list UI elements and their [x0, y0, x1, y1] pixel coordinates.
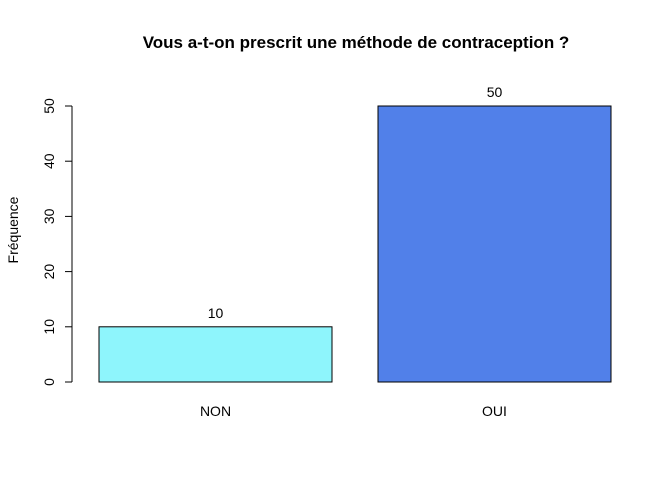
chart-title: Vous a-t-on prescrit une méthode de cont… [143, 33, 570, 52]
x-tick-label-non: NON [200, 403, 231, 419]
x-tick-label-oui: OUI [482, 403, 507, 419]
data-labels-layer: 10 50 [208, 84, 503, 321]
y-tick-label-40: 40 [41, 153, 57, 169]
bar-oui [377, 105, 612, 383]
bar-non [98, 326, 333, 383]
y-tick-label-30: 30 [41, 208, 57, 224]
x-axis: NON OUI [200, 403, 507, 419]
data-label-oui: 50 [487, 84, 503, 100]
y-axis: 0 10 20 30 40 50 [41, 98, 73, 386]
y-axis-label: Fréquence [5, 196, 21, 263]
data-label-non: 10 [208, 305, 224, 321]
y-tick-label-10: 10 [41, 319, 57, 335]
y-tick-label-50: 50 [41, 98, 57, 114]
bars-layer [98, 105, 612, 383]
y-tick-label-0: 0 [41, 378, 57, 386]
y-tick-label-20: 20 [41, 264, 57, 280]
